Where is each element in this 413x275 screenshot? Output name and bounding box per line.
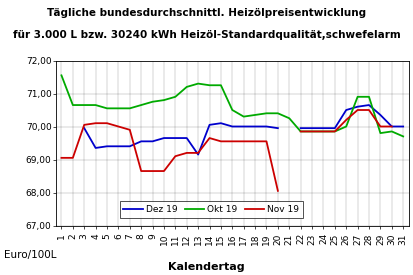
- Okt 19: [93, 103, 98, 107]
- Okt 19: [230, 108, 235, 112]
- Nov 19: [173, 155, 178, 158]
- Nov 19: [184, 151, 189, 155]
- Okt 19: [287, 117, 292, 120]
- Nov 19: [230, 140, 235, 143]
- Dez 19: [355, 105, 360, 108]
- Okt 19: [150, 100, 155, 103]
- Okt 19: [241, 115, 246, 118]
- Nov 19: [332, 130, 337, 133]
- Nov 19: [139, 169, 144, 173]
- Dez 19: [389, 125, 394, 128]
- Dez 19: [218, 122, 223, 125]
- Okt 19: [59, 74, 64, 77]
- Dez 19: [264, 125, 269, 128]
- Dez 19: [127, 145, 132, 148]
- Okt 19: [321, 130, 326, 133]
- Nov 19: [389, 125, 394, 128]
- Nov 19: [59, 156, 64, 160]
- Dez 19: [310, 126, 315, 130]
- Dez 19: [184, 136, 189, 140]
- Nov 19: [150, 169, 155, 173]
- Nov 19: [264, 140, 269, 143]
- Okt 19: [116, 107, 121, 110]
- Okt 19: [275, 112, 280, 115]
- Okt 19: [298, 130, 303, 133]
- Nov 19: [218, 140, 223, 143]
- Nov 19: [82, 123, 87, 126]
- Dez 19: [207, 123, 212, 126]
- Dez 19: [104, 145, 109, 148]
- Nov 19: [161, 169, 166, 173]
- Okt 19: [253, 113, 258, 117]
- Nov 19: [241, 140, 246, 143]
- Okt 19: [207, 84, 212, 87]
- Dez 19: [401, 125, 406, 128]
- Okt 19: [264, 112, 269, 115]
- Nov 19: [116, 125, 121, 128]
- Line: Dez 19: Dez 19: [62, 105, 403, 155]
- Text: Euro/100L: Euro/100L: [4, 250, 57, 260]
- Nov 19: [378, 125, 383, 128]
- Okt 19: [70, 103, 75, 107]
- Nov 19: [253, 140, 258, 143]
- Text: für 3.000 L bzw. 30240 kWh Heizöl-Standardqualität,schwefelarm: für 3.000 L bzw. 30240 kWh Heizöl-Standa…: [13, 30, 400, 40]
- Okt 19: [366, 95, 371, 98]
- Dez 19: [253, 125, 258, 128]
- Okt 19: [139, 103, 144, 107]
- Line: Okt 19: Okt 19: [62, 75, 403, 136]
- Nov 19: [355, 108, 360, 112]
- Nov 19: [207, 136, 212, 140]
- Dez 19: [93, 146, 98, 150]
- Nov 19: [93, 122, 98, 125]
- Dez 19: [116, 145, 121, 148]
- Legend: Dez 19, Okt 19, Nov 19: Dez 19, Okt 19, Nov 19: [119, 202, 303, 218]
- Dez 19: [366, 103, 371, 107]
- Okt 19: [378, 131, 383, 135]
- Okt 19: [127, 107, 132, 110]
- Dez 19: [59, 125, 64, 128]
- Dez 19: [82, 126, 87, 130]
- Dez 19: [378, 113, 383, 117]
- Okt 19: [332, 130, 337, 133]
- Dez 19: [321, 126, 326, 130]
- Dez 19: [196, 153, 201, 156]
- Dez 19: [173, 136, 178, 140]
- Okt 19: [82, 103, 87, 107]
- Nov 19: [70, 156, 75, 160]
- Okt 19: [104, 107, 109, 110]
- Dez 19: [241, 125, 246, 128]
- Text: Tägliche bundesdurchschnittl. Heizölpreisentwicklung: Tägliche bundesdurchschnittl. Heizölprei…: [47, 8, 366, 18]
- Okt 19: [310, 130, 315, 133]
- Nov 19: [344, 118, 349, 122]
- Nov 19: [104, 122, 109, 125]
- Okt 19: [218, 84, 223, 87]
- Dez 19: [344, 108, 349, 112]
- Okt 19: [161, 98, 166, 102]
- Line: Nov 19: Nov 19: [62, 110, 392, 191]
- Dez 19: [298, 126, 303, 130]
- Okt 19: [196, 82, 201, 85]
- Dez 19: [230, 125, 235, 128]
- Okt 19: [355, 95, 360, 98]
- Okt 19: [401, 135, 406, 138]
- Dez 19: [150, 140, 155, 143]
- Text: Kalendertag: Kalendertag: [168, 262, 245, 272]
- Okt 19: [344, 125, 349, 128]
- Nov 19: [127, 128, 132, 131]
- Dez 19: [275, 126, 280, 130]
- Nov 19: [321, 130, 326, 133]
- Nov 19: [366, 108, 371, 112]
- Nov 19: [310, 130, 315, 133]
- Nov 19: [298, 130, 303, 133]
- Nov 19: [196, 151, 201, 155]
- Okt 19: [173, 95, 178, 98]
- Nov 19: [275, 189, 280, 192]
- Okt 19: [389, 130, 394, 133]
- Dez 19: [161, 136, 166, 140]
- Dez 19: [139, 140, 144, 143]
- Okt 19: [184, 85, 189, 89]
- Dez 19: [332, 126, 337, 130]
